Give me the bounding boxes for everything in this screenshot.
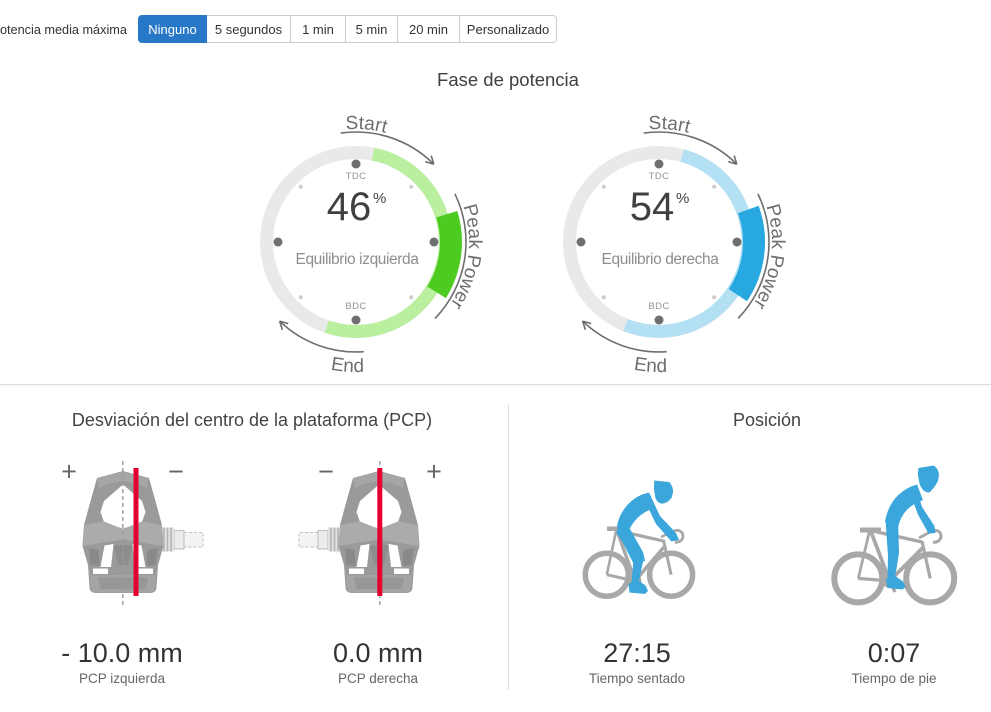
svg-text:%: % [373,190,386,207]
svg-text:End: End [330,354,365,377]
svg-text:Equilibrio derecha: Equilibrio derecha [602,251,720,268]
svg-text:%: % [676,190,689,207]
svg-text:TDC: TDC [649,171,670,182]
svg-text:BDC: BDC [648,301,669,312]
svg-text:End: End [633,354,668,377]
svg-text:Start: Start [345,113,390,138]
svg-text:54: 54 [630,185,675,229]
svg-text:TDC: TDC [346,171,367,182]
svg-text:Equilibrio izquierda: Equilibrio izquierda [296,251,420,268]
svg-text:Start: Start [648,113,693,138]
svg-text:BDC: BDC [345,301,366,312]
svg-text:46: 46 [327,185,372,229]
